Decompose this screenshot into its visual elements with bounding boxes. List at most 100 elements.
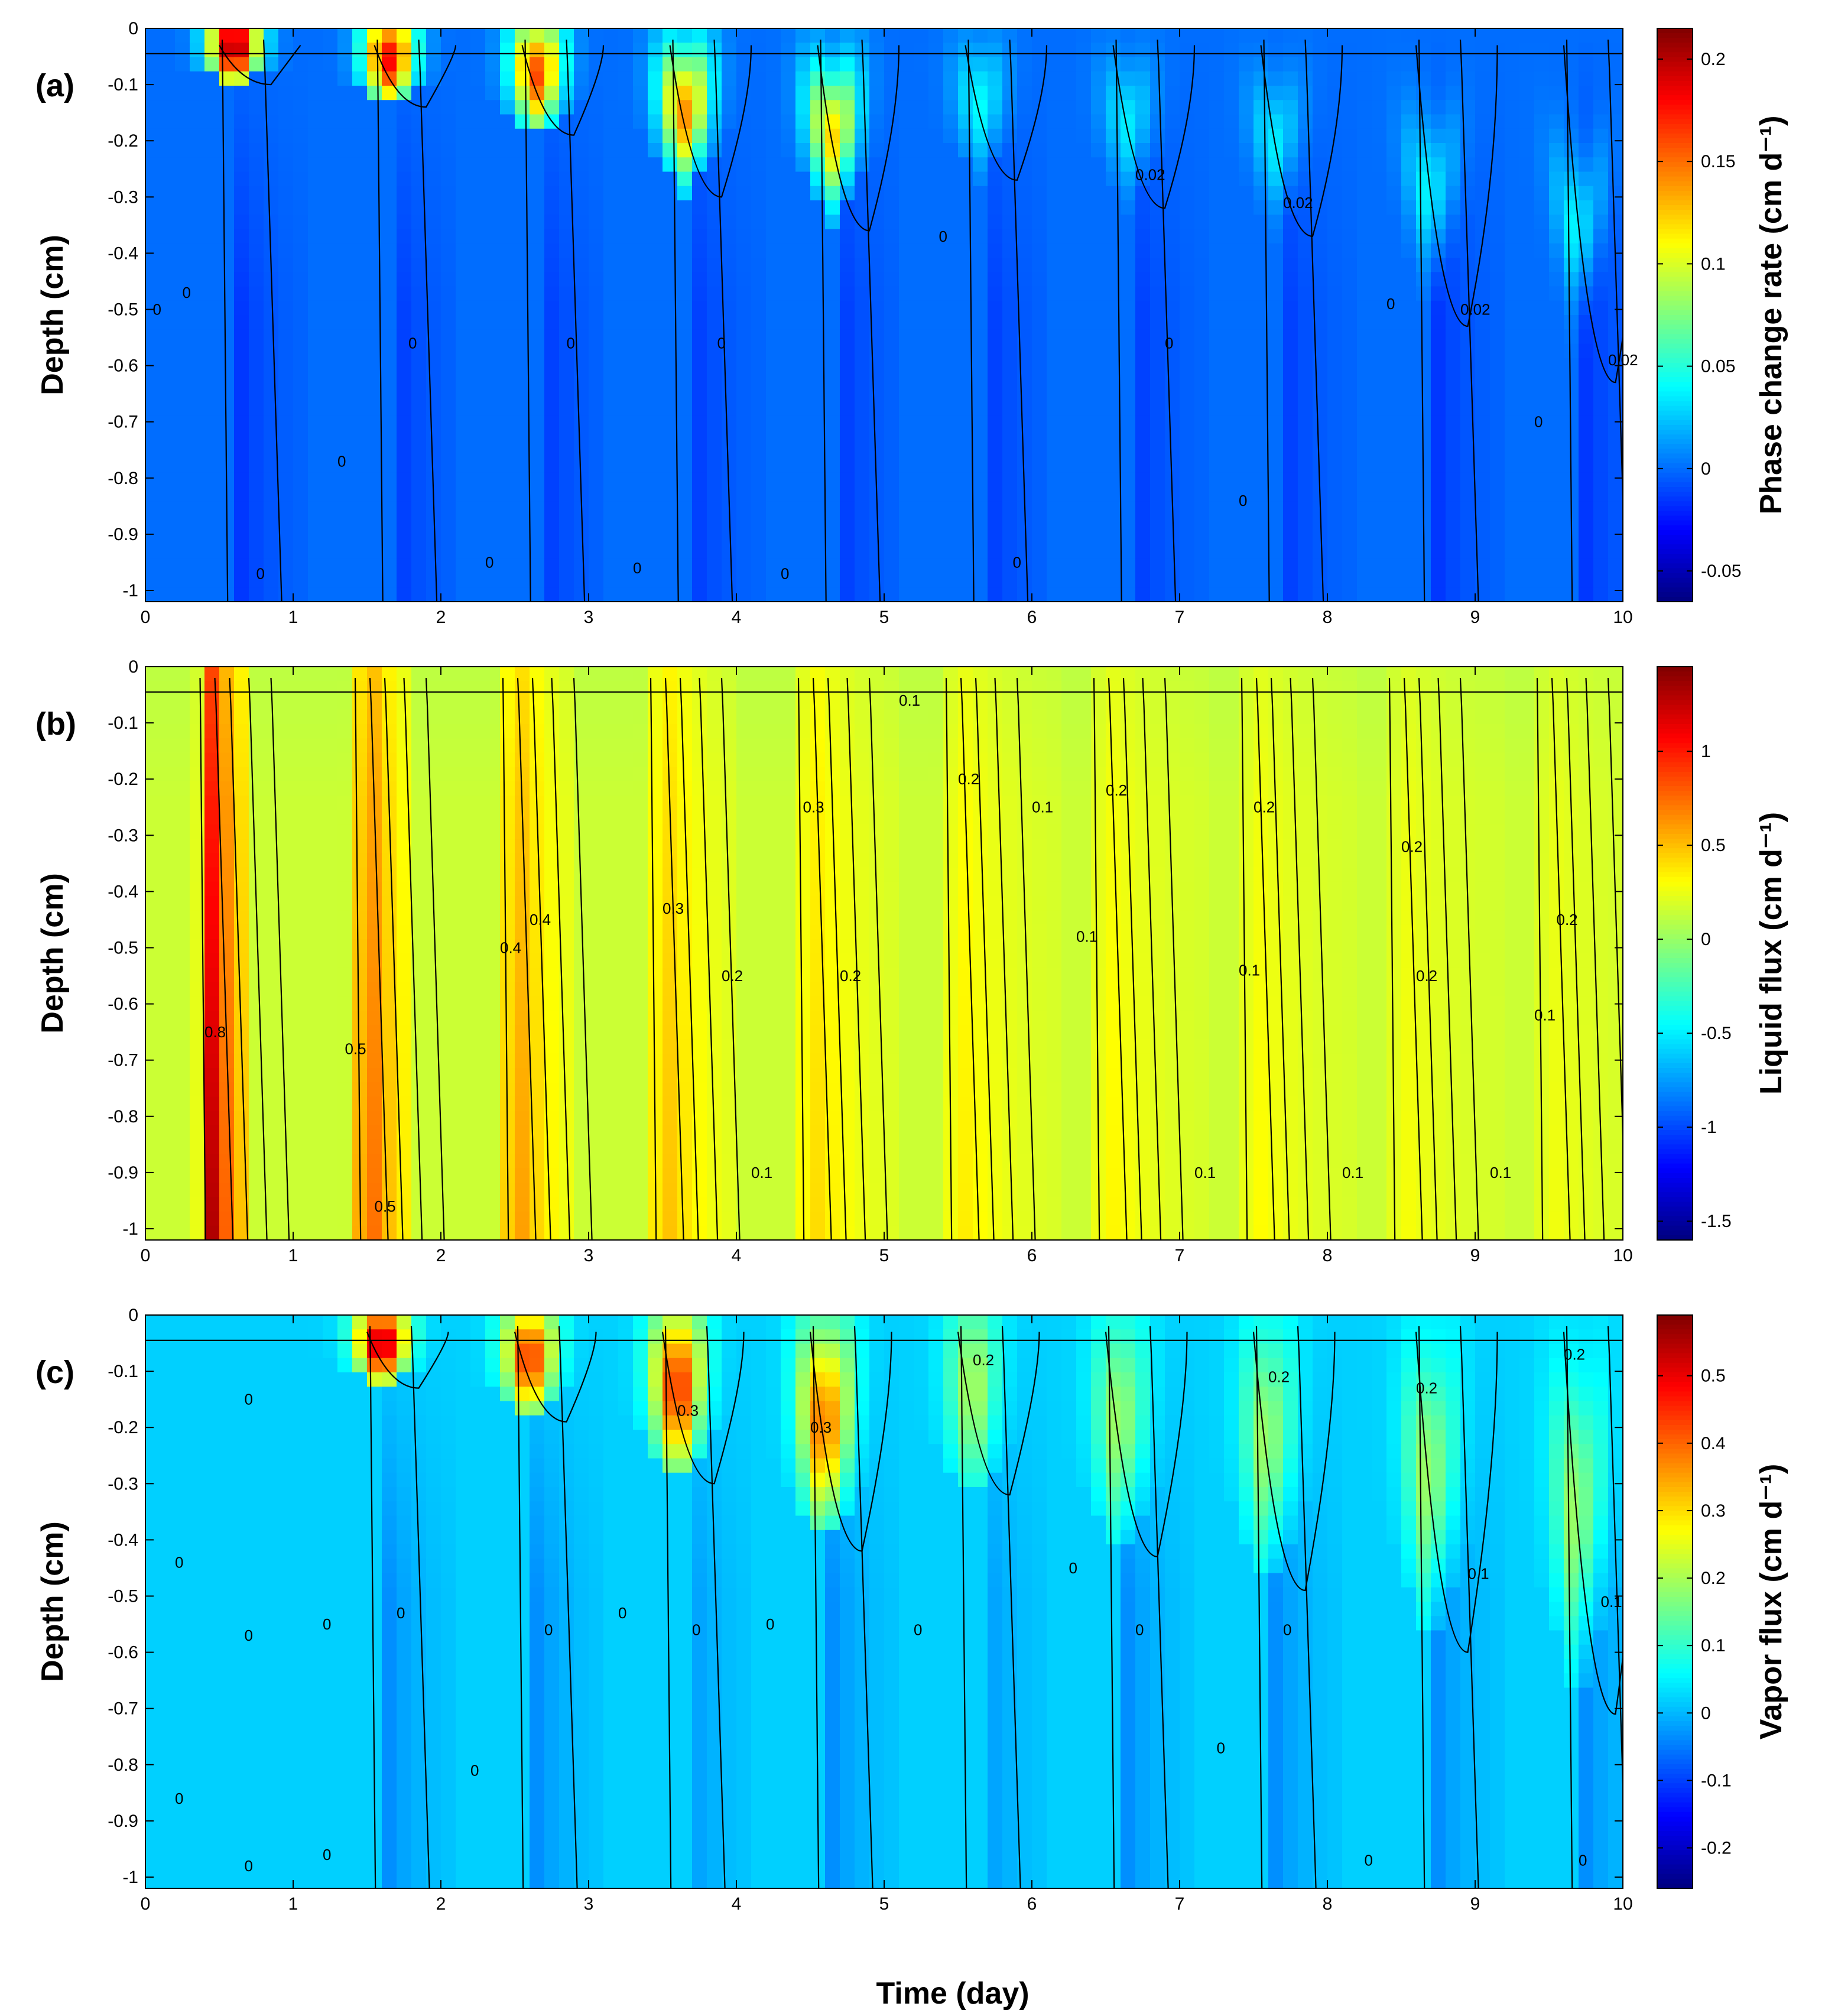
heatmap-cell	[456, 71, 471, 86]
heatmap-cell	[264, 1025, 279, 1040]
heatmap-cell	[1401, 343, 1417, 359]
heatmap-cell	[574, 430, 589, 444]
heatmap-cell	[1357, 358, 1372, 373]
heatmap-cell	[1460, 387, 1476, 402]
heatmap-cell	[1327, 544, 1343, 559]
heatmap-cell	[515, 372, 530, 387]
heatmap-cell	[958, 415, 973, 430]
heatmap-cell	[1047, 501, 1062, 517]
heatmap-cell	[1579, 100, 1594, 115]
heatmap-cell	[544, 272, 560, 287]
heatmap-cell	[692, 43, 707, 58]
heatmap-cell	[1431, 100, 1446, 115]
heatmap-cell	[264, 796, 279, 811]
heatmap-cell	[766, 515, 781, 531]
heatmap-cell	[426, 458, 441, 473]
heatmap-cell	[884, 401, 899, 416]
heatmap-cell	[1564, 171, 1579, 187]
heatmap-cell	[1505, 573, 1520, 588]
heatmap-cell	[1401, 544, 1417, 559]
heatmap-cell	[530, 587, 545, 602]
heatmap-cell	[175, 587, 190, 602]
heatmap-cell	[160, 171, 176, 187]
heatmap-cell	[308, 559, 323, 574]
heatmap-cell	[1298, 143, 1313, 158]
heatmap-cell	[1519, 387, 1535, 402]
heatmap-cell	[160, 71, 176, 86]
heatmap-cell	[411, 114, 427, 129]
heatmap-cell	[766, 587, 781, 602]
heatmap-cell	[382, 458, 397, 473]
heatmap-cell	[1254, 200, 1269, 215]
heatmap-cell	[411, 157, 427, 173]
heatmap-cell	[692, 315, 707, 330]
heatmap-cell	[308, 1183, 323, 1197]
heatmap-cell	[485, 157, 501, 173]
heatmap-cell	[589, 100, 604, 115]
heatmap-cell	[500, 587, 515, 602]
heatmap-cell	[1002, 243, 1018, 258]
heatmap-cell	[160, 487, 176, 502]
heatmap-cell	[382, 1082, 397, 1098]
heatmap-cell	[1047, 186, 1062, 201]
heatmap-cell	[308, 667, 323, 681]
heatmap-cell	[1121, 86, 1136, 100]
heatmap-cell	[456, 329, 471, 345]
heatmap-cell	[1593, 415, 1609, 430]
heatmap-cell	[589, 171, 604, 187]
heatmap-cell	[1460, 57, 1476, 72]
heatmap-cell	[204, 71, 220, 86]
heatmap-cell	[795, 186, 811, 201]
heatmap-cell	[1002, 86, 1018, 100]
heatmap-cell	[204, 128, 220, 144]
heatmap-cell	[1032, 515, 1047, 531]
heatmap-cell	[1327, 444, 1343, 459]
heatmap-cell	[1076, 171, 1092, 187]
heatmap-cell	[441, 143, 456, 158]
heatmap-cell	[1121, 157, 1136, 173]
heatmap-cell	[249, 57, 264, 72]
heatmap-cell	[352, 781, 368, 796]
heatmap-cell	[530, 28, 545, 43]
heatmap-cell	[559, 71, 574, 86]
heatmap-cell	[1135, 329, 1151, 345]
heatmap-cell	[1268, 28, 1284, 43]
colorbar-segment	[1657, 559, 1693, 564]
heatmap-cell	[308, 300, 323, 316]
heatmap-cell	[1180, 28, 1195, 43]
heatmap-cell	[1327, 343, 1343, 359]
heatmap-cell	[264, 1111, 279, 1126]
heatmap-cell	[1431, 71, 1446, 86]
heatmap-cell	[1121, 200, 1136, 215]
heatmap-cell	[781, 286, 796, 301]
heatmap-cell	[1475, 530, 1490, 545]
heatmap-cell	[1047, 387, 1062, 402]
heatmap-cell	[692, 229, 707, 244]
heatmap-cell	[751, 387, 767, 402]
heatmap-cell	[1579, 215, 1594, 230]
heatmap-cell	[1017, 157, 1032, 173]
heatmap-cell	[766, 128, 781, 144]
heatmap-cell	[1401, 186, 1417, 201]
heatmap-cell	[1313, 387, 1328, 402]
colorbar-segment	[1657, 300, 1693, 306]
heatmap-cell	[722, 215, 737, 230]
heatmap-cell	[1357, 515, 1372, 531]
heatmap-cell	[1431, 487, 1446, 502]
heatmap-cell	[397, 343, 412, 359]
heatmap-cell	[1121, 501, 1136, 517]
heatmap-cell	[441, 258, 456, 272]
heatmap-cell	[160, 1125, 176, 1140]
heatmap-cell	[1313, 143, 1328, 158]
heatmap-cell	[485, 43, 501, 58]
heatmap-cell	[1268, 573, 1284, 588]
heatmap-cell	[397, 896, 412, 911]
colorbar-segment	[1657, 420, 1693, 426]
colorbar-segment	[1657, 596, 1693, 602]
heatmap-cell	[1061, 86, 1077, 100]
heatmap-cell	[278, 724, 294, 739]
heatmap-cell	[840, 358, 855, 373]
heatmap-cell	[1357, 171, 1372, 187]
heatmap-cell	[928, 100, 944, 115]
heatmap-cell	[840, 515, 855, 531]
